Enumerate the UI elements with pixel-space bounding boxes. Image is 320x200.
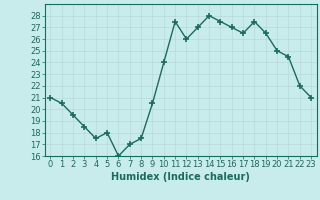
X-axis label: Humidex (Indice chaleur): Humidex (Indice chaleur) — [111, 172, 250, 182]
